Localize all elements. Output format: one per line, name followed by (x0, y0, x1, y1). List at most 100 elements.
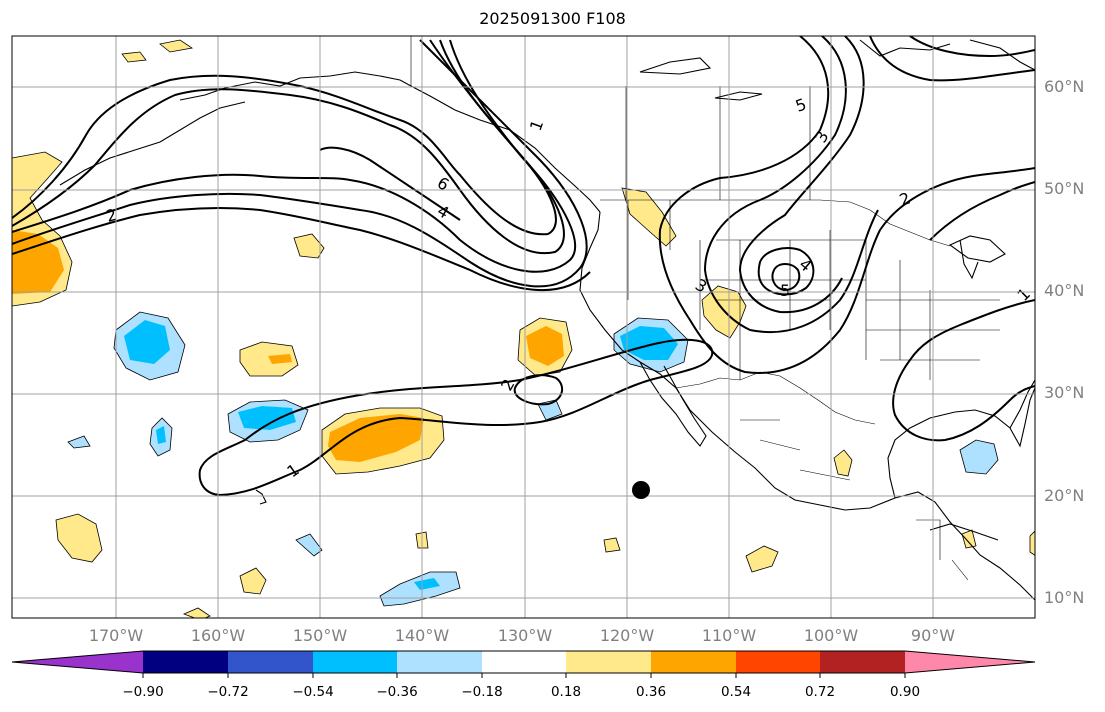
anomaly-pos-128w-core (526, 326, 564, 366)
contour-label: 5 (780, 281, 790, 300)
political-borders (410, 36, 1000, 581)
colorbar-label: 0.54 (720, 684, 752, 700)
contour-jet-2 (12, 39, 588, 288)
lon-label-130w: 130°W (497, 626, 553, 645)
colorbar-label: −0.36 (376, 684, 418, 700)
anomaly-pos-150w-north (293, 233, 325, 259)
anomaly-neg-88w (959, 439, 999, 475)
colorbar-swatch (566, 651, 651, 673)
colorbar-extend-high (905, 651, 1035, 673)
contour-jet-6 (12, 39, 557, 236)
map-frame (11, 35, 1036, 619)
anomaly-pos-160w-bottom (182, 607, 211, 618)
lat-label-10n: 10°N (1044, 588, 1085, 607)
contour-east-ridge (892, 299, 1035, 442)
colorbar-label: 0.90 (889, 684, 921, 700)
contour-pacific-2 (513, 374, 564, 406)
lat-label-50n: 50°N (1044, 179, 1085, 198)
lat-label-60n: 60°N (1044, 77, 1085, 96)
colorbar-label: −0.72 (207, 684, 249, 700)
mexico-states (740, 419, 969, 581)
lon-label-160w: 160°W (190, 626, 246, 645)
lat-label-40n: 40°N (1044, 281, 1085, 300)
anomaly-pos-small-120w (603, 537, 621, 553)
anomaly-pos-small-91w (961, 529, 977, 549)
anomaly-west-edge-mid (12, 230, 64, 294)
anomaly-neg-120w-core (620, 326, 678, 360)
location-marker (632, 481, 650, 499)
lake-michigan (959, 239, 979, 280)
anomaly-pos-155w-south (239, 567, 267, 595)
colorbar-swatch (228, 651, 313, 673)
anomaly-pos-170w-south (55, 513, 103, 563)
contour-jet-7 (319, 146, 461, 221)
anomaly-neg-150w-core (238, 406, 296, 430)
anomaly-neg-150w-south (295, 533, 323, 557)
contour-low-outer (658, 36, 1035, 374)
colorbar-swatch (736, 651, 820, 673)
hawaii-islands (255, 489, 267, 505)
anomaly-pos-155w (239, 341, 299, 377)
anomaly-pos-gulf-small (833, 449, 853, 477)
arctic-island-1 (639, 57, 712, 75)
baja-california (639, 361, 707, 447)
gulf-coast (887, 387, 1035, 499)
colorbar (11, 650, 1036, 678)
anomaly-pos-163w-top (159, 39, 194, 53)
lon-label-110w: 110°W (701, 626, 757, 645)
lon-label-170w: 170°W (88, 626, 144, 645)
colorbar-swatch (313, 651, 397, 673)
contour-jet-3 (12, 206, 591, 292)
lon-label-90w: 90°W (910, 626, 956, 645)
anomaly-neg-140w-south-core (414, 578, 440, 590)
contour-low-2 (703, 36, 879, 334)
contour-low-3 (738, 36, 865, 314)
contour-low-5 (771, 263, 801, 292)
anomaly-pos-140w-core (328, 414, 424, 462)
lat-label-20n: 20°N (1044, 486, 1085, 505)
map-title: 2025091300 F108 (479, 9, 626, 28)
colorbar-swatch (143, 651, 228, 673)
contours (12, 36, 1035, 497)
gridlines (12, 36, 1035, 618)
colorbar-label: 0.36 (635, 684, 667, 700)
colorbar-swatch (820, 651, 905, 673)
contour-east-4 (929, 181, 1035, 241)
great-lakes (948, 235, 1006, 263)
lon-label-120w: 120°W (599, 626, 655, 645)
colorbar-label: −0.90 (122, 684, 164, 700)
colorbar-label: 0.18 (550, 684, 582, 700)
contour-label: 2 (104, 205, 119, 226)
contour-pacific-1 (198, 338, 714, 497)
colorbar-swatch (482, 651, 566, 673)
lon-label-100w: 100°W (803, 626, 859, 645)
colorbar-swatch (651, 651, 736, 673)
us-mexico-border (675, 371, 876, 425)
anomaly-pos-right-edge (1029, 530, 1035, 556)
anomaly-neg-170w-core (124, 320, 170, 364)
anomaly-pos-115w (621, 187, 677, 247)
colorbar-label: 0.72 (804, 684, 836, 700)
alaska-panhandle (410, 85, 601, 213)
contour-low-4 (757, 247, 815, 296)
anomaly-pos-108w-south (745, 545, 779, 573)
colorbar-label: −0.18 (461, 684, 503, 700)
anomaly-pos-155w-core (268, 354, 292, 364)
na-west-coast (579, 211, 1035, 601)
anomaly-pos-167w-top (121, 51, 147, 63)
colorbar-label: −0.54 (292, 684, 334, 700)
map-background (12, 36, 1035, 618)
contour-east-3 (909, 36, 1035, 58)
anomaly-neg-small-172w (67, 435, 91, 449)
anomaly-neg-small-165w-core (156, 426, 166, 444)
arctic-island-2 (714, 91, 763, 101)
lon-label-140w: 140°W (394, 626, 450, 645)
contour-east-2 (869, 36, 1035, 82)
lon-label-150w: 150°W (292, 626, 348, 645)
us-canada-border (600, 199, 951, 247)
colorbar-extend-low (12, 651, 143, 673)
state-lines-west (627, 200, 866, 380)
colorbar-swatch (397, 651, 482, 673)
